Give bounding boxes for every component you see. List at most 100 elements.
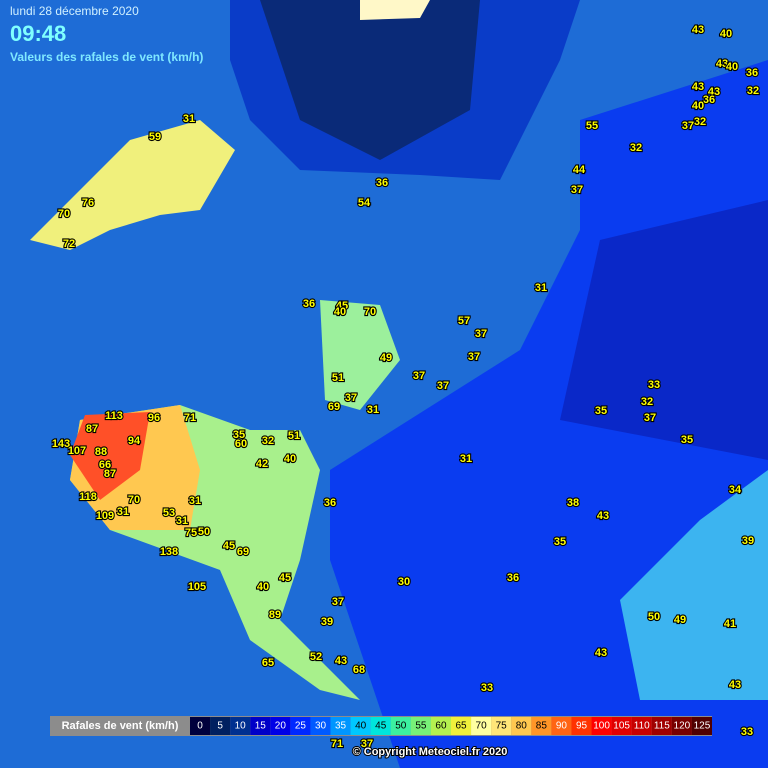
time: 09:48 xyxy=(10,21,66,46)
station-value: 40 xyxy=(726,61,738,73)
station-value: 66 xyxy=(99,459,111,471)
legend-value: 115 xyxy=(654,721,670,732)
station-value: 138 xyxy=(160,546,178,558)
legend-swatch xyxy=(591,717,612,735)
station-value: 36 xyxy=(324,497,336,509)
station-value: 37 xyxy=(361,738,373,750)
station-value: 44 xyxy=(573,164,586,176)
station-value: 37 xyxy=(644,412,656,424)
legend-value: 110 xyxy=(634,721,650,732)
station-value: 33 xyxy=(481,682,493,694)
station-value: 57 xyxy=(458,315,470,327)
station-value: 42 xyxy=(256,458,268,470)
station-value: 54 xyxy=(358,197,371,209)
station-value: 39 xyxy=(742,535,754,547)
station-value: 87 xyxy=(86,423,98,435)
station-value: 43 xyxy=(595,647,607,659)
station-value: 40 xyxy=(284,453,296,465)
station-value: 36 xyxy=(376,177,388,189)
station-value: 69 xyxy=(328,401,340,413)
station-value: 37 xyxy=(437,380,449,392)
station-value: 34 xyxy=(729,484,742,496)
legend-value: 85 xyxy=(536,721,548,732)
station-value: 51 xyxy=(288,430,300,442)
station-value: 43 xyxy=(597,510,609,522)
channel-core xyxy=(260,0,480,160)
station-value: 68 xyxy=(353,664,365,676)
station-value: 109 xyxy=(96,510,114,522)
legend-swatch xyxy=(230,717,251,735)
station-value: 35 xyxy=(233,429,245,441)
station-value: 55 xyxy=(586,120,598,132)
station-value: 43 xyxy=(335,655,347,667)
legend-swatch xyxy=(350,717,371,735)
station-value: 43 xyxy=(716,58,728,70)
station-value: 35 xyxy=(681,434,693,446)
station-value: 31 xyxy=(460,453,472,465)
legend-swatch xyxy=(571,717,592,735)
station-value: 94 xyxy=(128,435,141,447)
station-value: 43 xyxy=(729,679,741,691)
legend-swatch xyxy=(270,717,291,735)
legend-title: Rafales de vent (km/h) xyxy=(62,720,179,732)
land-patch xyxy=(360,0,430,20)
station-value: 37 xyxy=(468,351,480,363)
legend-swatch xyxy=(210,717,231,735)
station-value: 87 xyxy=(104,468,116,480)
inland-core xyxy=(560,200,768,460)
station-value: 32 xyxy=(630,142,642,154)
legend-swatch xyxy=(671,717,692,735)
station-value: 31 xyxy=(189,495,201,507)
legend-swatch xyxy=(290,717,311,735)
station-value: 118 xyxy=(79,491,97,503)
legend-value: 60 xyxy=(435,721,447,732)
legend-value: 70 xyxy=(476,721,488,732)
station-value: 36 xyxy=(703,94,715,106)
station-value: 45 xyxy=(336,300,348,312)
legend-value: 125 xyxy=(694,721,711,732)
station-value: 50 xyxy=(198,526,210,538)
legend-value: 20 xyxy=(275,721,287,732)
station-value: 49 xyxy=(674,614,686,626)
inland-high xyxy=(620,470,768,700)
legend-swatch xyxy=(330,717,351,735)
legend-swatch xyxy=(190,717,211,735)
legend-value: 105 xyxy=(613,721,630,732)
legend-value: 75 xyxy=(496,721,508,732)
station-value: 107 xyxy=(68,445,86,457)
station-value: 45 xyxy=(223,540,235,552)
station-value: 43 xyxy=(708,86,720,98)
station-value: 59 xyxy=(149,131,161,143)
station-value: 39 xyxy=(321,616,333,628)
legend-value: 45 xyxy=(375,721,387,732)
station-value: 31 xyxy=(176,515,188,527)
legend-value: 55 xyxy=(415,721,427,732)
station-value: 37 xyxy=(571,184,583,196)
station-value: 43 xyxy=(692,81,704,93)
station-value: 96 xyxy=(148,412,160,424)
station-value: 36 xyxy=(507,572,519,584)
station-value: 36 xyxy=(746,67,758,79)
legend-value: 100 xyxy=(593,721,610,732)
station-value: 33 xyxy=(741,726,753,738)
legend-value: 15 xyxy=(255,721,267,732)
station-value: 70 xyxy=(364,306,376,318)
station-value: 70 xyxy=(128,494,140,506)
station-value: 37 xyxy=(413,370,425,382)
copyright: © Copyright Meteociel.fr 2020 xyxy=(353,746,508,758)
station-value: 40 xyxy=(692,100,704,112)
date: lundi 28 décembre 2020 xyxy=(10,4,139,18)
station-value: 37 xyxy=(475,328,487,340)
legend-swatch xyxy=(390,717,411,735)
station-value: 49 xyxy=(380,352,392,364)
legend-value: 50 xyxy=(395,721,407,732)
station-value: 71 xyxy=(331,738,343,750)
legend-scale: 0 5 10 15 20 25 30 35 40 45 50 55 60 65 70 75 80 85 90 95 10… xyxy=(190,717,712,735)
legend-value: 120 xyxy=(674,721,691,732)
station-value: 38 xyxy=(567,497,579,509)
station-value: 113 xyxy=(105,410,123,422)
station-value: 71 xyxy=(184,412,196,424)
legend-swatch xyxy=(451,717,472,735)
legend-swatch xyxy=(511,717,532,735)
